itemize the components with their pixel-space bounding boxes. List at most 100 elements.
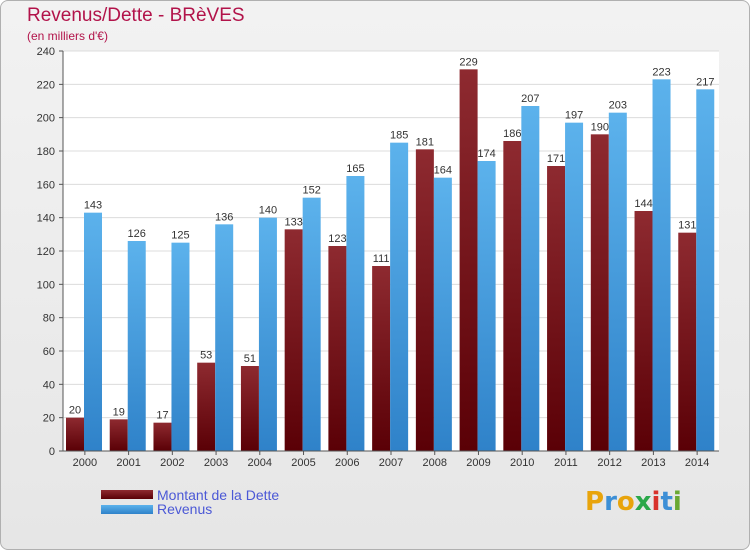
- bars: 20 143 19 126 17 125 53 136 51 140 133 152 123 165 111…: [66, 56, 715, 452]
- bar-dette: [284, 229, 303, 451]
- x-tick-label: 2001: [116, 457, 140, 469]
- data-label: 19: [113, 406, 125, 418]
- bar-dette: [153, 422, 172, 451]
- bar-dette: [590, 134, 609, 452]
- x-tick-label: 2013: [641, 457, 665, 469]
- bar-dette: [66, 417, 84, 451]
- logo-letter: t: [660, 487, 673, 517]
- logo-letter: i: [672, 487, 682, 517]
- bar-revenus: [565, 122, 584, 452]
- bar-revenus: [652, 79, 671, 451]
- legend-swatch-revenus: [101, 505, 153, 514]
- x-tick-label: 2008: [422, 457, 446, 469]
- y-tick-label: 220: [37, 79, 55, 91]
- bar-dette: [372, 266, 391, 451]
- chart-title: Revenus/Dette - BRèVES: [27, 5, 245, 26]
- bar-dette: [678, 232, 697, 451]
- x-axis: 2000 2001 2002 2003 2004 2005 2006 2007 2008 2009…: [63, 450, 719, 469]
- y-tick-label: 180: [37, 146, 55, 158]
- bar-revenus: [127, 241, 146, 451]
- logo-letter: i: [651, 487, 661, 517]
- legend-label-revenus: Revenus: [157, 501, 213, 517]
- data-label: 197: [565, 110, 583, 122]
- data-label: 186: [503, 128, 521, 140]
- data-label: 20: [69, 405, 81, 417]
- y-tick-label: 40: [43, 379, 55, 391]
- bar-dette: [328, 246, 347, 451]
- data-label: 190: [591, 121, 609, 133]
- y-axis: 0 20 40 60 80 100 120 140 160 180 200 220 240: [37, 46, 64, 458]
- bar-revenus: [477, 161, 496, 451]
- y-tick-label: 120: [37, 246, 55, 258]
- x-tick-label: 2011: [554, 457, 578, 469]
- data-label: 144: [634, 198, 652, 210]
- logo-letter: r: [604, 487, 617, 517]
- data-label: 203: [609, 100, 627, 112]
- data-label: 51: [244, 353, 256, 365]
- bar-revenus: [433, 177, 452, 451]
- bar-dette: [547, 166, 566, 451]
- y-tick-label: 140: [37, 213, 55, 225]
- data-label: 125: [171, 230, 189, 242]
- y-tick-label: 0: [49, 446, 55, 458]
- logo-letter: x: [634, 487, 652, 517]
- y-tick-label: 160: [37, 179, 55, 191]
- data-label: 171: [547, 153, 565, 165]
- bar-dette: [109, 419, 128, 451]
- data-label: 217: [696, 76, 714, 88]
- data-label: 17: [156, 410, 168, 422]
- data-label: 133: [284, 216, 302, 228]
- chart-subtitle: (en milliers d'€): [27, 29, 108, 43]
- data-label: 131: [678, 220, 696, 232]
- data-label: 229: [459, 56, 477, 68]
- x-tick-label: 2012: [597, 457, 621, 469]
- data-label: 123: [328, 233, 346, 245]
- data-label: 174: [477, 148, 495, 160]
- data-label: 111: [373, 253, 390, 265]
- y-tick-label: 20: [43, 413, 55, 425]
- data-label: 152: [302, 185, 320, 197]
- data-label: 140: [259, 205, 277, 217]
- bar-dette: [415, 149, 434, 452]
- data-label: 126: [128, 228, 146, 240]
- bar-dette: [240, 366, 259, 451]
- x-tick-label: 2010: [510, 457, 534, 469]
- bar-revenus: [84, 212, 102, 451]
- bar-revenus: [390, 142, 409, 451]
- data-label: 181: [416, 136, 434, 148]
- bar-revenus: [521, 106, 540, 451]
- bar-revenus: [346, 176, 365, 451]
- bar-revenus: [608, 112, 627, 452]
- x-tick-label: 2004: [248, 457, 272, 469]
- x-tick-label: 2000: [73, 457, 97, 469]
- x-tick-label: 2007: [379, 457, 403, 469]
- legend-label-debt: Montant de la Dette: [157, 487, 280, 503]
- x-tick-label: 2006: [335, 457, 359, 469]
- bar-dette: [503, 141, 522, 451]
- bar-dette: [459, 69, 478, 451]
- logo-letter: o: [616, 487, 635, 517]
- bar-revenus: [258, 217, 277, 451]
- data-label: 207: [521, 93, 539, 105]
- y-tick-label: 60: [43, 346, 55, 358]
- x-tick-label: 2002: [160, 457, 184, 469]
- bar-revenus: [302, 197, 321, 451]
- data-label: 164: [434, 165, 452, 177]
- x-tick-label: 2005: [291, 457, 315, 469]
- legend-swatch-debt: [101, 490, 153, 499]
- data-label: 136: [215, 211, 233, 223]
- y-tick-label: 100: [37, 279, 55, 291]
- data-label: 185: [390, 130, 408, 142]
- proxiti-logo: Proxiti: [585, 487, 682, 517]
- logo-letter: P: [585, 487, 605, 517]
- x-tick-label: 2009: [466, 457, 490, 469]
- bar-revenus: [696, 89, 715, 451]
- x-tick-label: 2003: [204, 457, 228, 469]
- bar-revenus: [171, 242, 190, 451]
- x-tick-label: 2014: [685, 457, 709, 469]
- y-tick-label: 80: [43, 313, 55, 325]
- data-label: 223: [652, 66, 670, 78]
- bar-revenus: [215, 224, 234, 451]
